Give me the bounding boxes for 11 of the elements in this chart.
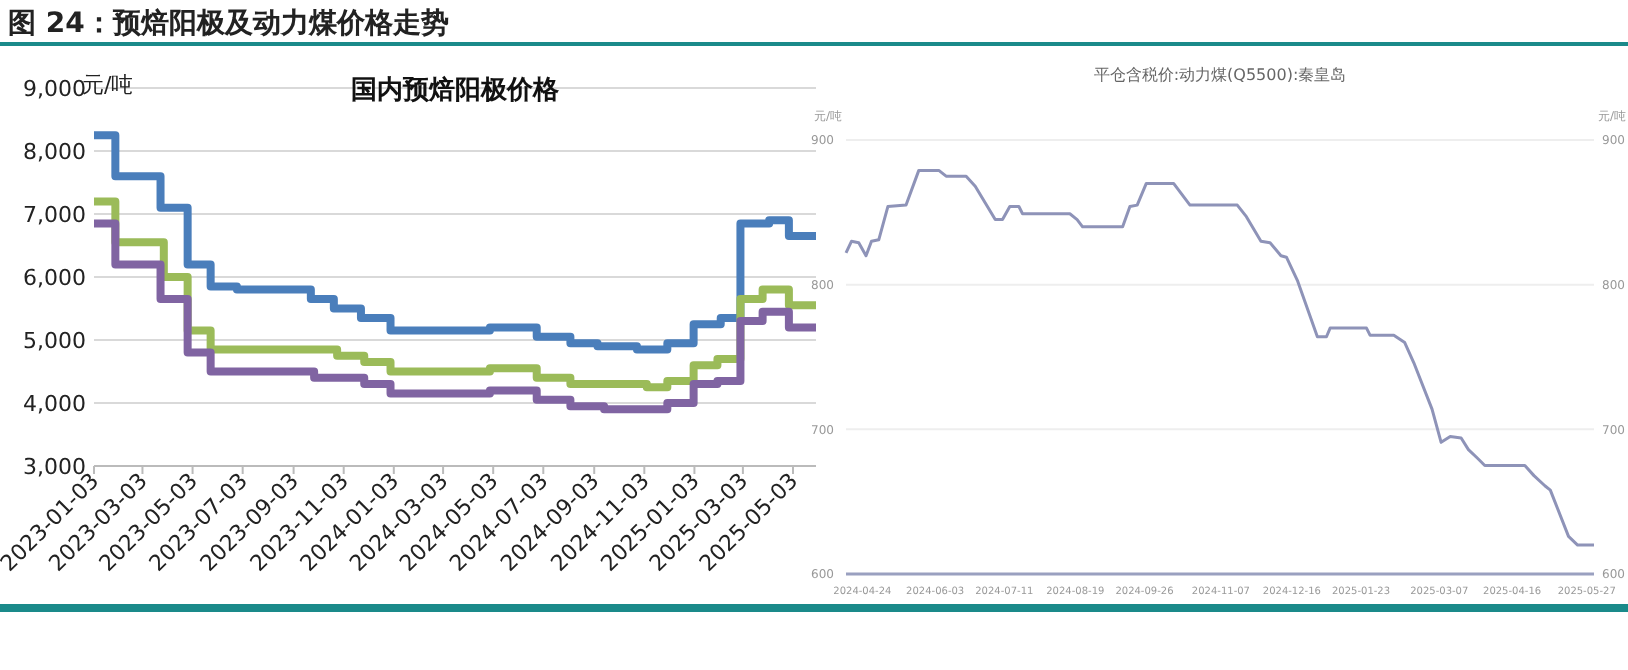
y-tick-label: 9,000: [23, 75, 86, 102]
y-axis-title: 元/吨: [82, 72, 134, 98]
y-tick-label: 4,000: [23, 390, 86, 417]
chart-title: 平仓含税价:动力煤(Q5500):秦皇岛: [1093, 66, 1347, 84]
y-tick-label: 6,000: [23, 264, 86, 291]
y-tick-label: 7,000: [23, 201, 86, 228]
y-tick-label: 3,000: [23, 453, 86, 480]
y-tick-label: 5,000: [23, 327, 86, 354]
y-tick-label: 8,000: [23, 138, 86, 165]
chart-title: 图 24：预焙阳极及动力煤价格走势: [8, 8, 449, 40]
chart-subtitle: 国内预焙阳极价格: [351, 74, 561, 106]
